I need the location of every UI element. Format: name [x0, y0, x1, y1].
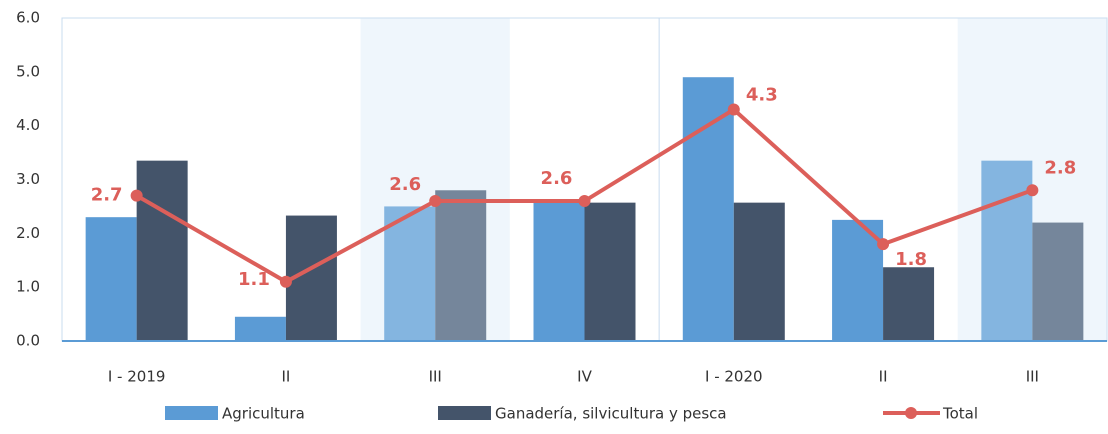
- legend-swatch: [438, 406, 491, 420]
- x-tick-label: I - 2019: [108, 368, 166, 386]
- legend-swatch: [165, 406, 218, 420]
- bar: [883, 267, 935, 341]
- y-tick-label: 5.0: [16, 62, 40, 80]
- x-tick-label: II: [281, 368, 290, 386]
- y-tick-label: 0.0: [16, 332, 40, 350]
- data-label: 1.8: [895, 249, 927, 270]
- x-tick-label: III: [429, 368, 442, 386]
- bar: [832, 219, 884, 341]
- bar: [234, 316, 286, 341]
- legend-label: Ganadería, silvicultura y pesca: [495, 405, 727, 423]
- x-tick-label: II: [879, 368, 888, 386]
- marker: [429, 195, 442, 208]
- bar: [435, 190, 487, 341]
- data-label: 2.6: [541, 168, 573, 189]
- y-tick-label: 3.0: [16, 170, 40, 188]
- bar: [584, 202, 636, 341]
- bar: [981, 160, 1033, 341]
- y-tick-label: 4.0: [16, 116, 40, 134]
- marker: [1026, 184, 1039, 197]
- marker: [727, 103, 740, 116]
- data-label: 2.8: [1044, 157, 1076, 178]
- data-label: 2.7: [91, 185, 123, 206]
- bar: [682, 77, 734, 341]
- shade-band: [360, 18, 510, 341]
- x-tick-label: IV: [577, 368, 592, 386]
- bar: [136, 160, 188, 341]
- marker: [578, 195, 591, 208]
- marker: [279, 275, 292, 288]
- legend-swatch: [905, 407, 917, 419]
- marker: [877, 238, 890, 251]
- bar: [384, 206, 436, 341]
- shade-band: [957, 18, 1107, 341]
- x-tick-label: I - 2020: [705, 368, 763, 386]
- bar: [533, 201, 585, 341]
- data-label: 2.6: [389, 174, 421, 195]
- legend-label: Total: [942, 405, 978, 423]
- y-tick-label: 2.0: [16, 224, 40, 242]
- data-label: 4.3: [746, 85, 778, 106]
- marker: [130, 189, 143, 202]
- bar: [85, 217, 137, 341]
- bar: [1032, 222, 1084, 341]
- data-label: 1.1: [238, 269, 270, 290]
- y-tick-label: 6.0: [16, 9, 40, 27]
- y-tick-label: 1.0: [16, 278, 40, 296]
- bar: [733, 202, 785, 341]
- legend-label: Agricultura: [222, 405, 305, 423]
- x-tick-label: III: [1026, 368, 1039, 386]
